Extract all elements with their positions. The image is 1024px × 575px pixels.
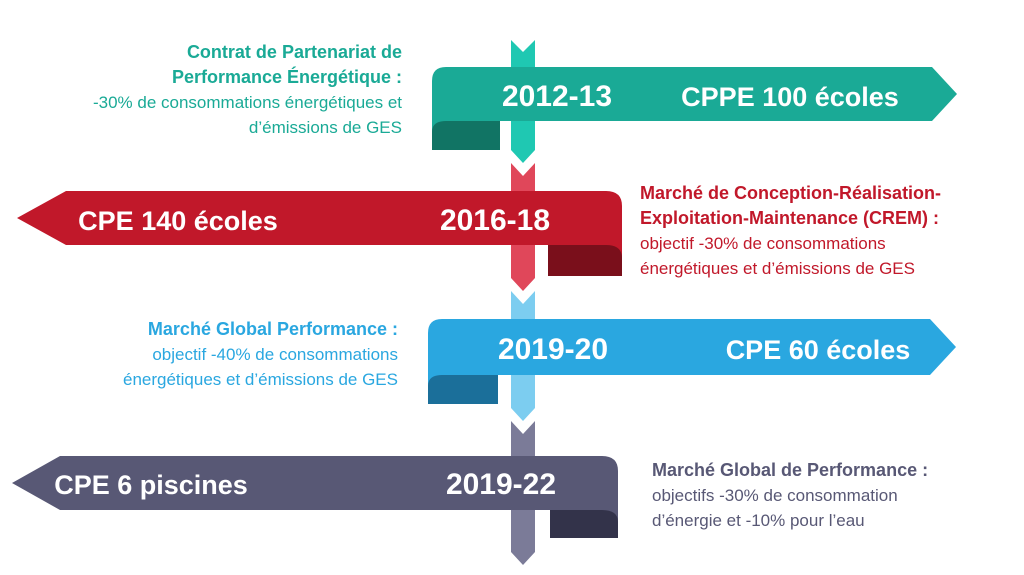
program-label-2016: CPE 140 écoles (78, 206, 278, 236)
description-2019-20: Marché Global Performance : objectif -40… (123, 317, 398, 392)
banner-2019-20 (428, 319, 956, 386)
period-label-2019-20: 2019-20 (498, 333, 608, 366)
description-body-2012-line1: -30% de consommations énergétiques et (92, 93, 402, 112)
description-body-2016-line2: énergétiques et d’émissions de GES (640, 259, 915, 278)
description-2016: Marché de Conception-Réalisation- Exploi… (640, 181, 941, 281)
description-2019-22: Marché Global de Performance : objectifs… (652, 458, 928, 533)
program-label-2012: CPPE 100 écoles (681, 82, 899, 112)
description-body-2019-20-line1: objectif -40% de consommations (152, 345, 398, 364)
description-heading-2016-line2: Exploitation-Maintenance (CREM) : (640, 208, 940, 228)
description-body-2012-line2: d’émissions de GES (248, 118, 402, 137)
description-heading-2012-line2: Performance Énergétique : (171, 67, 402, 87)
banner-fold-2019-20 (428, 372, 498, 404)
program-label-2019-20: CPE 60 écoles (726, 335, 911, 365)
banner-fold-2019-22 (550, 506, 618, 538)
program-label-2019-22: CPE 6 piscines (54, 470, 248, 500)
description-heading-2012-line1: Contrat de Partenariat de (186, 42, 402, 62)
description-body-2016-line1: objectif -30% de consommations (640, 234, 886, 253)
description-body-2019-22-line1: objectifs -30% de consommation (652, 486, 898, 505)
banner-fold-2016 (548, 242, 622, 276)
banner-2019-22 (12, 456, 618, 522)
description-heading-2019-22-line1: Marché Global de Performance : (652, 460, 929, 480)
description-2012: Contrat de Partenariat de Performance Én… (93, 40, 402, 140)
description-heading-2016-line1: Marché de Conception-Réalisation- (640, 183, 942, 203)
banner-fold-2012 (432, 118, 500, 150)
description-heading-2019-20-line1: Marché Global Performance : (147, 319, 398, 339)
period-label-2019-22: 2019-22 (446, 468, 556, 501)
description-body-2019-20-line2: énergétiques et d’émissions de GES (123, 370, 398, 389)
banner-2016 (17, 191, 622, 258)
period-label-2016: 2016-18 (440, 204, 550, 237)
description-body-2019-22-line2: d’énergie et -10% pour l’eau (652, 511, 865, 530)
banner-2012 (432, 67, 957, 132)
period-label-2012: 2012-13 (502, 80, 612, 113)
